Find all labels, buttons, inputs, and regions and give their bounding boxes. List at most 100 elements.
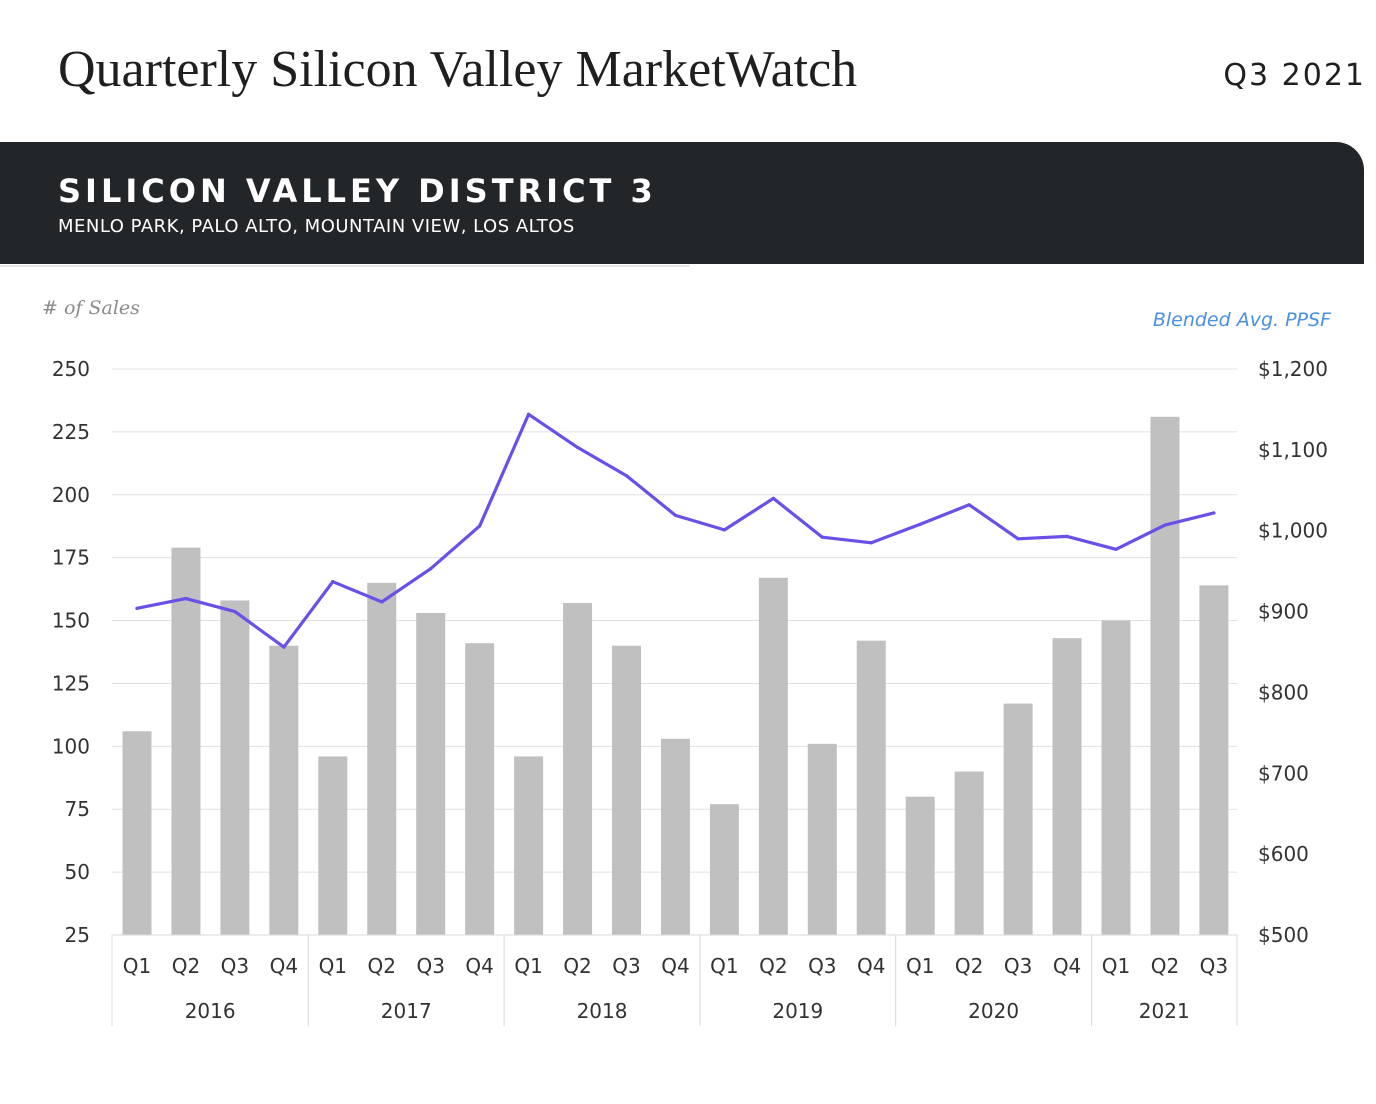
ppsf-series-line bbox=[135, 412, 1216, 649]
ppsf-point bbox=[184, 597, 188, 601]
ppsf-point bbox=[673, 513, 678, 517]
ppsf-point bbox=[1114, 547, 1118, 551]
report-title: Quarterly Silicon Valley MarketWatch bbox=[58, 41, 858, 98]
year-label: 2018 bbox=[577, 999, 628, 1023]
ppsf-point bbox=[527, 412, 531, 416]
sales-bar bbox=[171, 547, 201, 935]
ppsf-point bbox=[282, 645, 286, 649]
right-axis-title: Blended Avg. PPSF bbox=[1153, 309, 1332, 331]
quarter-label: Q2 bbox=[172, 954, 200, 978]
year-label: 2017 bbox=[381, 999, 432, 1023]
ppsf-point bbox=[967, 503, 971, 507]
ppsf-point bbox=[135, 606, 139, 610]
sales-bars bbox=[122, 416, 1229, 936]
sales-bar bbox=[1199, 585, 1229, 935]
left-tick-label: 150 bbox=[52, 609, 90, 633]
sales-bar bbox=[709, 804, 739, 935]
right-tick-label: $900 bbox=[1258, 600, 1309, 624]
left-tick-label: 200 bbox=[52, 483, 90, 507]
quarter-label: Q2 bbox=[759, 954, 787, 978]
sales-bar bbox=[367, 582, 397, 935]
quarter-label: Q4 bbox=[270, 954, 298, 978]
ppsf-point bbox=[869, 541, 873, 545]
year-label: 2016 bbox=[185, 999, 236, 1023]
ppsf-line bbox=[135, 412, 1216, 649]
sales-bar bbox=[758, 577, 788, 935]
quarter-label: Q2 bbox=[368, 954, 396, 978]
year-label: 2020 bbox=[968, 999, 1019, 1023]
quarter-label: Q1 bbox=[319, 954, 347, 978]
left-tick-label: 225 bbox=[52, 420, 90, 444]
left-axis-title: # of Sales bbox=[42, 297, 140, 319]
ppsf-point bbox=[722, 528, 727, 532]
right-tick-label: $700 bbox=[1258, 761, 1309, 785]
district-cities: MENLO PARK, PALO ALTO, MOUNTAIN VIEW, LO… bbox=[58, 216, 575, 237]
quarter-label: Q2 bbox=[563, 954, 591, 978]
sales-bar bbox=[563, 602, 593, 935]
ppsf-point bbox=[1212, 511, 1216, 515]
ppsf-point bbox=[820, 535, 824, 539]
report-period: Q3 2021 bbox=[1223, 58, 1366, 93]
sales-bar bbox=[318, 756, 348, 935]
sales-bar bbox=[416, 613, 446, 935]
ppsf-point bbox=[918, 522, 922, 526]
ppsf-point bbox=[771, 496, 775, 500]
sales-bar bbox=[807, 743, 837, 935]
sales-bar bbox=[220, 600, 250, 935]
quarter-label: Q1 bbox=[514, 954, 542, 978]
ppsf-point bbox=[1065, 534, 1069, 538]
ppsf-point bbox=[380, 600, 384, 604]
quarter-label: Q3 bbox=[221, 954, 249, 978]
sales-bar bbox=[954, 771, 984, 935]
quarter-label: Q2 bbox=[1151, 954, 1179, 978]
quarter-label: Q3 bbox=[416, 954, 444, 978]
left-tick-label: 100 bbox=[52, 734, 90, 758]
quarter-label: Q3 bbox=[1200, 954, 1228, 978]
year-label: 2019 bbox=[772, 999, 823, 1023]
left-tick-label: 175 bbox=[52, 546, 90, 570]
ppsf-point bbox=[429, 567, 433, 571]
quarter-label: Q3 bbox=[1004, 954, 1032, 978]
quarter-label: Q1 bbox=[710, 954, 738, 978]
sales-bar bbox=[612, 645, 641, 935]
quarter-label: Q1 bbox=[906, 954, 934, 978]
sales-bar bbox=[269, 645, 299, 935]
quarter-label: Q4 bbox=[661, 954, 689, 978]
banner-divider bbox=[0, 265, 690, 267]
ppsf-point bbox=[624, 474, 629, 478]
right-tick-label: $500 bbox=[1258, 923, 1309, 947]
ppsf-point bbox=[478, 524, 482, 528]
left-tick-label: 25 bbox=[65, 923, 90, 947]
ppsf-point bbox=[331, 580, 335, 584]
sales-bar bbox=[1003, 703, 1033, 935]
quarter-label: Q1 bbox=[1102, 954, 1130, 978]
left-tick-label: 250 bbox=[52, 357, 90, 381]
sales-bar bbox=[465, 643, 495, 935]
ppsf-point bbox=[1016, 537, 1020, 541]
axes: 250 225 200 175 150 125 100 75 50 25 $1,200 $1,100 $… bbox=[52, 357, 1328, 1026]
quarter-label: Q2 bbox=[955, 954, 983, 978]
right-tick-label: $600 bbox=[1258, 842, 1309, 866]
quarter-label: Q3 bbox=[612, 954, 640, 978]
quarter-label: Q3 bbox=[808, 954, 836, 978]
left-tick-label: 125 bbox=[52, 671, 90, 695]
sales-bar bbox=[1150, 416, 1180, 936]
left-tick-label: 50 bbox=[65, 860, 90, 884]
quarter-label: Q1 bbox=[123, 954, 151, 978]
sales-bar bbox=[856, 640, 886, 935]
right-tick-label: $800 bbox=[1258, 680, 1309, 704]
district-banner: SILICON VALLEY DISTRICT 3 MENLO PARK, PA… bbox=[0, 142, 1364, 264]
quarter-label: Q4 bbox=[1053, 954, 1081, 978]
sales-bar bbox=[122, 731, 152, 935]
ppsf-point bbox=[575, 445, 580, 450]
right-tick-label: $1,100 bbox=[1258, 438, 1328, 462]
ppsf-point bbox=[233, 609, 237, 614]
sales-bar bbox=[1101, 620, 1131, 935]
quarter-label: Q4 bbox=[857, 954, 885, 978]
sales-bar bbox=[514, 756, 544, 935]
year-label: 2021 bbox=[1139, 999, 1190, 1023]
ppsf-point bbox=[1163, 523, 1167, 527]
sales-bar bbox=[660, 738, 690, 935]
sales-bar bbox=[905, 796, 935, 935]
